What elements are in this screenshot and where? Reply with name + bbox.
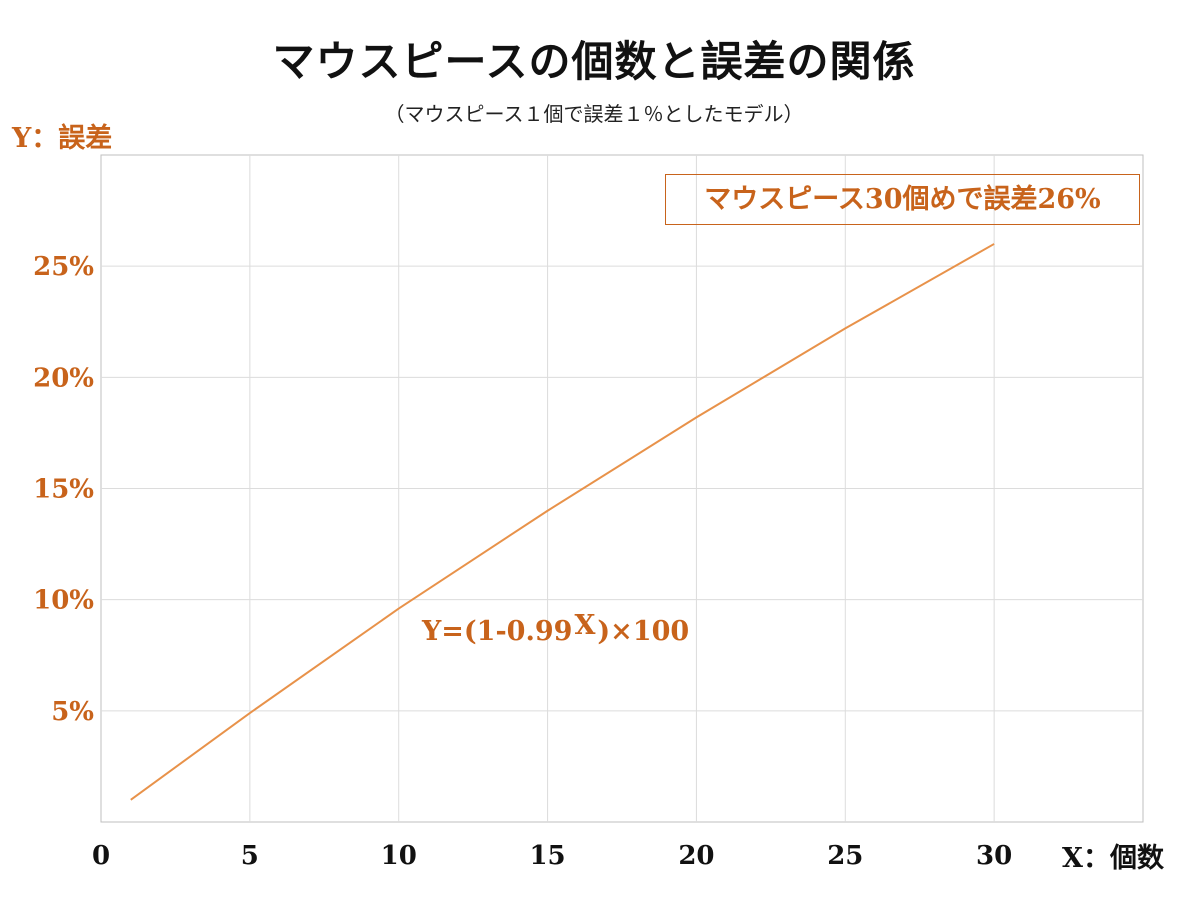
y-tick-label: 20% [33,363,94,393]
x-tick-label: 15 [529,841,565,871]
y-tick-label: 25% [33,252,94,282]
x-tick-label: 25 [827,841,863,871]
formula-prefix: Y=(1-0.99 [422,616,573,647]
y-tick-label: 5% [51,697,94,727]
x-tick-label: 5 [241,841,259,871]
y-tick-label: 10% [33,586,94,616]
series-line [130,243,995,801]
x-tick-label: 0 [92,841,110,871]
formula-exponent: X [574,610,596,641]
y-tick-label: 15% [33,475,94,505]
chart-subtitle: （マウスピース１個で誤差１％としたモデル） [384,102,804,126]
x-tick-label: 30 [976,841,1012,871]
x-tick-label: 20 [678,841,714,871]
chart-title: マウスピースの個数と誤差の関係 [272,37,916,86]
callout-box: マウスピース30個めで誤差26% [665,174,1140,225]
x-axis-label: X：個数 [1062,843,1164,874]
formula-annotation: Y=(1-0.99X)×100 [422,610,690,647]
x-tick-label: 10 [381,841,417,871]
formula-suffix: )×100 [597,616,690,647]
y-axis-label: Y：誤差 [12,123,113,154]
